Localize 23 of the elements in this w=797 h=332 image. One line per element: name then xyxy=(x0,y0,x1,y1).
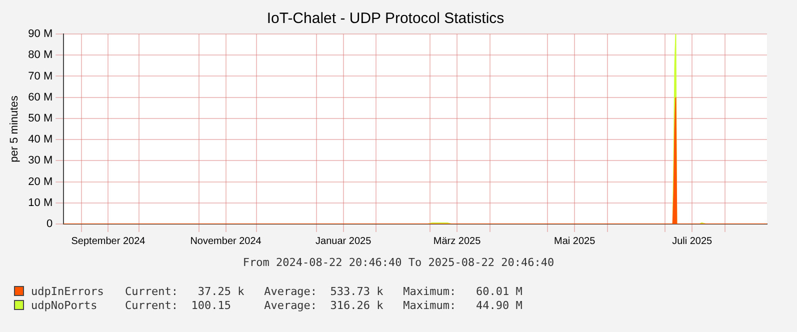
y-tick-label: 70 M xyxy=(28,70,53,82)
y-tick-label: 80 M xyxy=(28,49,53,62)
y-tick-label: 50 M xyxy=(28,112,53,124)
y-tick-label: 90 M xyxy=(28,28,53,40)
y-tick-label: 40 M xyxy=(28,134,53,146)
x-tick-label: November 2024 xyxy=(190,236,262,247)
chart-title: IoT-Chalet - UDP Protocol Statistics xyxy=(266,10,504,28)
x-tick-label: März 2025 xyxy=(433,236,482,247)
x-tick-label: September 2024 xyxy=(71,236,146,247)
legend-label: udpInErrors xyxy=(31,284,105,298)
y-tick-label: 30 M xyxy=(28,154,53,167)
text: Current: 100.15 Average: 316.26 k Maximum: 44.90 M xyxy=(125,298,522,312)
legend-label: udpNoPorts xyxy=(31,298,98,312)
y-tick-label: 20 M xyxy=(28,176,53,188)
y-tick-label: 60 M xyxy=(28,91,53,104)
y-tick-label: 0 xyxy=(46,218,53,230)
text: From 2024-08-22 20:46:40 To 2025-08-22 20:46:40 xyxy=(242,256,556,269)
y-tick-label: 10 M xyxy=(28,196,53,209)
x-tick-label: Mai 2025 xyxy=(554,236,596,247)
x-tick-label: Juli 2025 xyxy=(672,236,713,247)
y-axis-title: per 5 minutes xyxy=(8,95,21,162)
text: Current: 37.25 k Average: 533.73 k Maximum: 60.01 M xyxy=(125,284,522,298)
x-tick-label: Januar 2025 xyxy=(316,236,372,247)
